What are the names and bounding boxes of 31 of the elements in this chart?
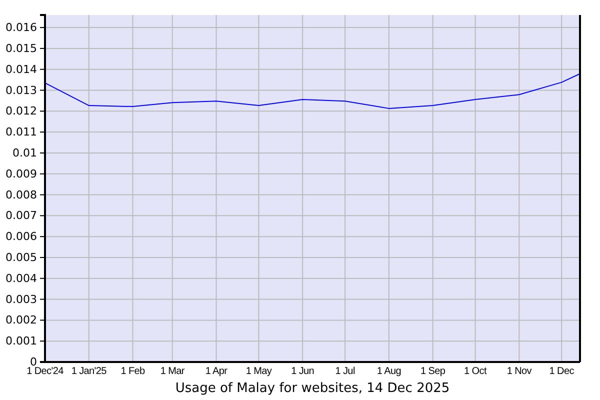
x-tick-label: 1 Dec [549,366,574,378]
x-tick-label: 1 Jan'25 [71,366,108,378]
x-tick-label: 1 Jun [291,366,314,378]
x-tick-label: 1 Aug [376,366,401,378]
y-tick-label: 0.014 [6,62,37,76]
y-tick-label: 0.002 [6,314,37,327]
x-tick-label: 1 Mar [160,366,186,378]
y-tick-label: 0.004 [6,272,37,285]
y-tick-label: 0.008 [6,188,37,202]
y-tick-label: 0.005 [6,251,37,264]
y-tick-label: 0.003 [6,292,37,306]
y-tick-label: 0.012 [6,104,37,118]
y-tick-label: 0.006 [6,230,37,244]
y-tick-label: 0.016 [6,21,37,34]
y-tick-label: 0.007 [6,209,37,222]
x-tick-label: 1 Sep [420,366,446,378]
y-tick-label: 0.011 [6,126,37,139]
y-tick-label: 0.015 [6,42,37,55]
x-tick-label: 1 Dec'24 [26,366,64,378]
x-tick-label: 1 Jul [335,366,355,378]
line-series [44,73,580,109]
y-tick-label: 0.013 [6,84,37,97]
x-tick-label: 1 Apr [205,366,228,378]
y-tick-label: 0.001 [6,334,37,348]
x-tick-label: 1 Feb [120,366,146,378]
text: Usage of Malay for websites, 14 Dec 2025 [175,381,450,396]
x-tick-label: 1 Nov [506,366,532,378]
x-tick-label: 1 Oct [464,366,487,378]
y-tick-label: 0.01 [12,146,37,160]
y-tick-label: 0.009 [6,167,37,180]
x-tick-label: 1 May [246,366,272,378]
